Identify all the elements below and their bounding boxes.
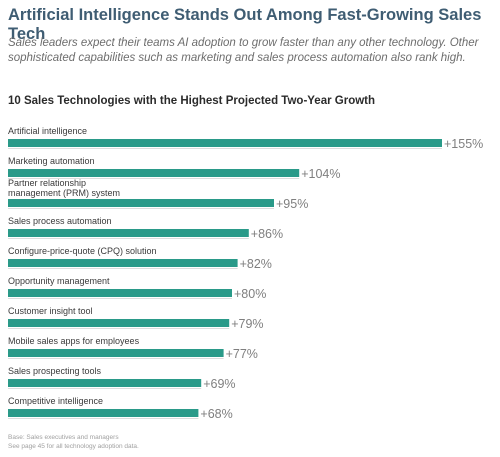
value-label: +77% — [226, 347, 258, 361]
value-label: +79% — [231, 317, 263, 331]
category-label: Sales prospecting tools — [8, 366, 102, 376]
value-label: +82% — [240, 257, 272, 271]
value-label: +69% — [203, 377, 235, 391]
page-subtitle: Sales leaders expect their teams AI adop… — [8, 37, 479, 64]
category-label: Competitive intelligence — [8, 396, 103, 406]
bar — [8, 319, 230, 327]
footnote-reference: See page 45 for all technology adoption … — [8, 443, 139, 450]
category-label: Sales process automation — [8, 216, 112, 226]
footnote: Base: Sales executives and managers See … — [8, 433, 308, 451]
category-label: Artificial intelligence — [8, 126, 87, 136]
value-label: +95% — [276, 197, 308, 211]
category-label: Mobile sales apps for employees — [8, 336, 140, 346]
footnote-base: Base: Sales executives and managers — [8, 434, 119, 441]
page-title: Artificial Intelligence Stands Out Among… — [8, 6, 482, 43]
bar — [8, 259, 238, 267]
bar — [8, 409, 199, 417]
category-label: Opportunity management — [8, 276, 110, 286]
value-label: +80% — [234, 287, 266, 301]
bar — [8, 199, 274, 207]
chart-title: 10 Sales Technologies with the Highest P… — [8, 95, 376, 107]
bar — [8, 349, 224, 357]
bar — [8, 379, 202, 387]
category-label: Customer insight tool — [8, 306, 93, 316]
bar — [8, 289, 232, 297]
category-label: Partner relationship management (PRM) sys… — [8, 178, 120, 198]
value-label: +155% — [444, 137, 483, 151]
category-label: Marketing automation — [8, 156, 95, 166]
category-label: Configure-price-quote (CPQ) solution — [8, 246, 157, 256]
bar — [8, 229, 249, 237]
bar-chart: Artificial intelligence +155% Marketing au… — [8, 126, 483, 421]
value-label: +86% — [251, 227, 283, 241]
bar — [8, 139, 442, 147]
value-label: +104% — [301, 167, 340, 181]
bar — [8, 169, 300, 177]
value-label: +68% — [200, 407, 232, 421]
